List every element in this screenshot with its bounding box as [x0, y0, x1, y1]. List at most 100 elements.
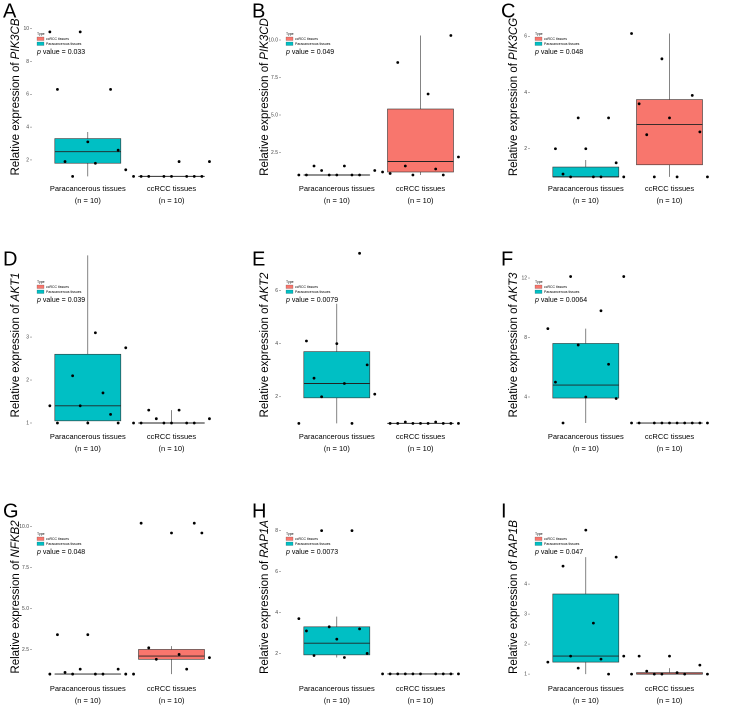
legend-entry: Paracancerous tissues	[46, 42, 82, 46]
legend-swatch	[36, 284, 45, 289]
legend-entry: ccRCC tissues	[46, 537, 69, 541]
p-number: 0.047	[566, 549, 584, 556]
data-point	[411, 173, 415, 177]
data-point	[396, 61, 400, 64]
data-point	[426, 421, 430, 425]
data-point	[683, 421, 687, 425]
legend-swatch	[534, 289, 543, 294]
data-point	[614, 555, 618, 559]
data-point	[614, 397, 618, 400]
data-point	[652, 672, 656, 676]
data-point	[320, 529, 324, 533]
data-point	[411, 421, 415, 425]
data-point	[457, 155, 460, 159]
x-tick-label: ccRCC tissues	[147, 184, 196, 193]
data-point	[683, 672, 687, 676]
data-point	[576, 116, 580, 120]
y-tick-label: 3	[524, 611, 527, 617]
gene-name: AKT2	[259, 272, 271, 302]
panel-letter: H	[252, 500, 266, 522]
n-label: (n = 10)	[573, 444, 600, 453]
x-tick-label: ccRCC tissues	[396, 684, 445, 693]
data-point	[706, 421, 709, 425]
legend-title: Type	[286, 532, 294, 536]
legend-title: Type	[286, 32, 294, 36]
data-point	[71, 374, 75, 378]
data-point	[546, 327, 550, 330]
data-point	[622, 175, 626, 179]
p-word: value =	[292, 49, 315, 56]
y-tick-label: 4	[524, 581, 527, 587]
legend-swatch	[285, 289, 294, 294]
data-point	[327, 173, 331, 177]
data-point	[154, 657, 158, 661]
data-point	[426, 92, 430, 96]
y-tick-label: 2	[524, 641, 527, 647]
x-tick-label: Paracancerous tissues	[548, 432, 624, 441]
data-point	[327, 625, 331, 629]
box	[552, 593, 620, 663]
data-point	[388, 672, 392, 676]
data-point	[403, 672, 407, 676]
legend-entry: Paracancerous tissues	[295, 290, 331, 294]
y-tick-label: 4	[275, 341, 278, 347]
n-label: (n = 10)	[158, 444, 185, 453]
legend-swatch	[36, 536, 45, 541]
p-value: p value = 0.0073	[285, 549, 338, 556]
data-point	[652, 421, 656, 425]
box	[552, 343, 620, 399]
data-point	[124, 672, 128, 676]
legend-entry: Paracancerous tissues	[544, 290, 580, 294]
legend-entry: ccRCC tissues	[544, 37, 567, 41]
y-tick-label: 2	[26, 157, 29, 163]
box	[387, 108, 454, 173]
data-point	[365, 652, 369, 655]
data-point	[660, 421, 664, 425]
p-value: p value = 0.039	[36, 297, 85, 304]
box	[636, 99, 703, 166]
p-word: value =	[541, 549, 564, 556]
data-point	[86, 140, 90, 144]
y-tick-label: 4	[524, 394, 527, 400]
data-point	[297, 173, 301, 177]
y-tick-label: 4	[26, 124, 29, 130]
data-point	[56, 633, 59, 637]
data-point	[441, 173, 445, 177]
data-point	[116, 667, 120, 671]
legend-title: Type	[286, 280, 294, 284]
panel-letter: B	[252, 0, 265, 22]
data-point	[396, 672, 400, 676]
data-point	[599, 309, 603, 313]
legend-swatch	[285, 541, 294, 546]
legend-entry: ccRCC tissues	[295, 285, 318, 289]
data-point	[78, 30, 82, 34]
legend-entry: ccRCC tissues	[544, 537, 567, 541]
y-tick-label: 6	[275, 569, 278, 575]
p-value: p value = 0.049	[285, 49, 334, 56]
data-point	[192, 174, 196, 178]
n-label: (n = 10)	[407, 196, 434, 205]
data-point	[668, 421, 671, 425]
y-tick-label: 1	[524, 671, 527, 677]
data-point	[177, 408, 181, 412]
x-tick-label: Paracancerous tissues	[548, 184, 624, 193]
data-point	[675, 671, 679, 674]
y-tick-label: 12	[521, 275, 527, 281]
p-value: p value = 0.0064	[534, 297, 587, 304]
data-point	[305, 339, 308, 343]
data-point	[208, 160, 211, 163]
y-label-prefix: Relative expression of	[508, 560, 520, 674]
data-point	[690, 421, 694, 425]
data-point	[342, 164, 346, 168]
legend-swatch	[36, 289, 45, 294]
data-point	[373, 392, 377, 396]
legend-entry: Paracancerous tissues	[544, 42, 580, 46]
data-point	[698, 130, 702, 134]
data-point	[320, 395, 324, 399]
data-point	[675, 175, 679, 179]
data-point	[668, 654, 671, 658]
p-symbol: p	[534, 49, 539, 56]
data-point	[147, 408, 151, 412]
